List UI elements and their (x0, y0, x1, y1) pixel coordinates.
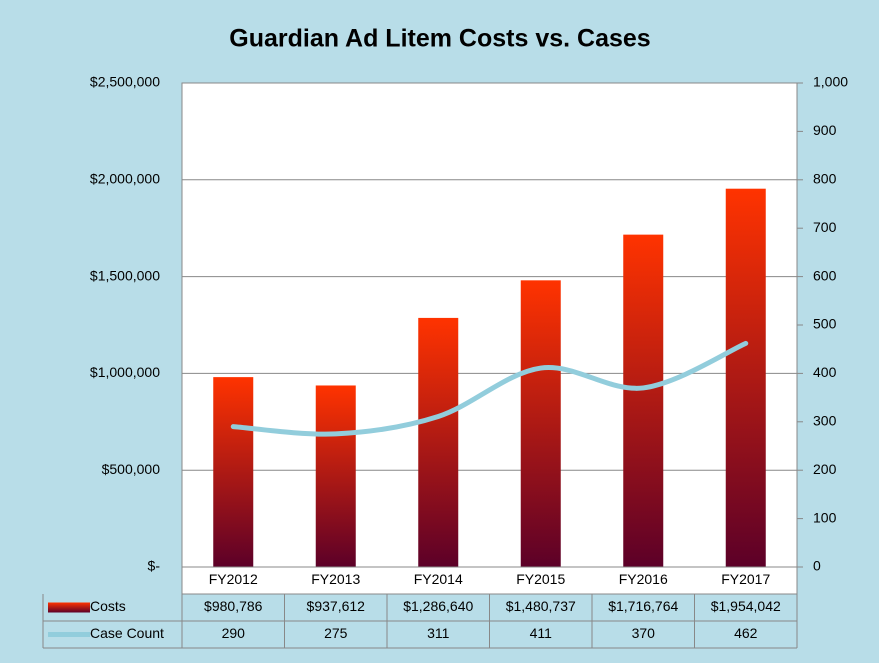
table-header-bg (181, 566, 798, 595)
y2-tick-label: 600 (813, 267, 837, 283)
line (230, 340, 749, 437)
y-tick-label: $1,000,000 (90, 364, 160, 380)
table-value: 311 (427, 625, 450, 641)
y-tick-label: $2,500,000 (90, 74, 160, 90)
bar (623, 234, 664, 567)
table-value: 290 (222, 625, 246, 641)
x-category-label: FY2012 (209, 571, 258, 587)
table-value: 370 (632, 625, 656, 641)
table-value: 462 (734, 625, 758, 641)
y2-tick-label: 900 (813, 122, 837, 138)
table-value: $1,480,737 (506, 598, 576, 614)
table-value: 411 (530, 625, 553, 641)
y-tick-label: $1,500,000 (90, 267, 160, 283)
bar (213, 377, 254, 567)
x-category-label: FY2016 (619, 571, 668, 587)
chart-title: Guardian Ad Litem Costs vs. Cases (229, 25, 650, 53)
bar (418, 317, 459, 567)
y2-tick-label: 400 (813, 364, 837, 380)
y2-tick-label: 100 (813, 509, 837, 525)
x-category-label: FY2017 (721, 571, 770, 587)
y2-tick-label: 200 (813, 461, 837, 477)
y2-tick-label: 300 (813, 413, 837, 429)
x-category-label: FY2013 (311, 571, 360, 587)
y2-tick-label: 0 (813, 558, 821, 574)
bar (315, 385, 356, 567)
y2-tick-label: 500 (813, 316, 837, 332)
y-tick-label: $500,000 (102, 461, 161, 477)
y2-tick-label: 800 (813, 171, 837, 187)
legend-label: Costs (90, 598, 126, 614)
y2-tick-label: 1,000 (813, 74, 848, 90)
bar (725, 188, 766, 568)
x-category-label: FY2015 (516, 571, 565, 587)
table-value: $980,786 (204, 598, 263, 614)
bar (520, 280, 561, 567)
x-category-label: FY2014 (414, 571, 463, 587)
legend-label: Case Count (90, 625, 164, 641)
y2-tick-label: 700 (813, 219, 837, 235)
table-value: $937,612 (307, 598, 366, 614)
table-value: $1,716,764 (608, 598, 678, 614)
y-tick-label: $- (148, 558, 161, 574)
plot-area (181, 82, 798, 568)
table-value: 275 (324, 625, 348, 641)
table-value: $1,954,042 (711, 598, 781, 614)
y-tick-label: $2,000,000 (90, 171, 160, 187)
legend-key (48, 602, 90, 613)
table-value: $1,286,640 (403, 598, 473, 614)
